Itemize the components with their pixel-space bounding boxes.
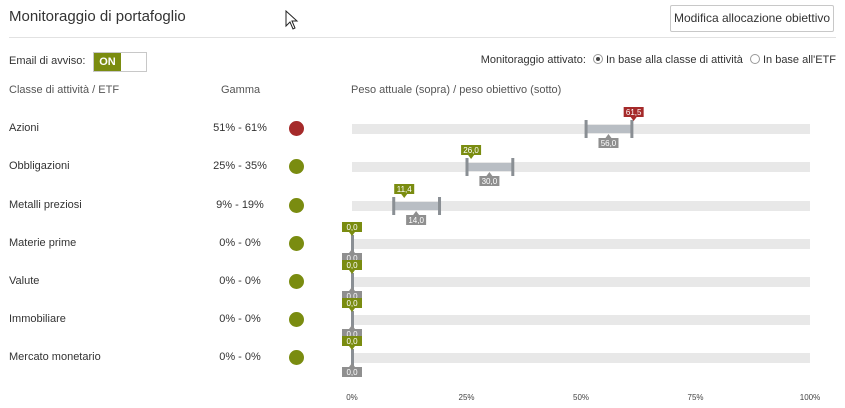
current-weight-pointer (401, 194, 408, 198)
asset-class-range: 0% - 0% (219, 351, 261, 363)
target-weight-box (342, 291, 362, 301)
weight-track (352, 315, 810, 325)
target-weight-pointer (349, 287, 355, 291)
target-weight-box (342, 329, 362, 339)
current-weight-pointer (468, 155, 475, 159)
current-weight-box (394, 184, 415, 194)
asset-class-range: 25% - 35% (213, 160, 267, 172)
toggle-on-label: ON (94, 53, 121, 71)
target-weight-pointer (349, 249, 355, 253)
radio-by-etf[interactable] (749, 54, 760, 64)
asset-class-label: Azioni (9, 122, 39, 134)
current-weight-pointer (349, 270, 355, 274)
current-weight-box (342, 298, 362, 308)
target-weight-pointer (349, 363, 355, 367)
target-weight-label: 0,0 (346, 368, 358, 377)
status-indicator (289, 159, 304, 174)
page-title: Monitoraggio di portafoglio (9, 8, 186, 25)
target-weight-label: 0,0 (346, 254, 358, 263)
asset-class-label: Valute (9, 275, 40, 287)
email-alert-toggle[interactable]: ON (93, 52, 147, 72)
target-weight-label: 0,0 (346, 292, 358, 301)
target-weight-label: 56,0 (601, 139, 617, 148)
asset-class-range: 0% - 0% (219, 275, 261, 287)
weight-track (352, 239, 810, 249)
target-weight-box (406, 215, 427, 225)
status-indicator (289, 198, 304, 213)
current-weight-box (342, 336, 362, 346)
status-indicator (289, 350, 304, 365)
column-header-weight: Peso attuale (sopra) / peso obiettivo (s… (351, 84, 562, 96)
asset-class-label: Immobiliare (9, 313, 66, 325)
target-weight-box (342, 253, 362, 263)
asset-class-label: Materie prime (9, 237, 77, 249)
target-weight-label: 30,0 (482, 177, 498, 186)
target-weight-label: 0,0 (346, 330, 358, 339)
column-header-range: Gamma (221, 84, 261, 96)
header-divider (9, 37, 836, 38)
current-weight-pointer (349, 346, 355, 350)
weight-track (352, 201, 810, 211)
asset-class-label: Mercato monetario (9, 351, 101, 363)
current-weight-label: 0,0 (346, 223, 358, 232)
current-weight-box (342, 260, 362, 270)
email-alert-label: Email di avviso: (9, 55, 86, 67)
asset-class-range: 0% - 0% (219, 313, 261, 325)
target-weight-pointer (413, 211, 420, 215)
status-indicator (289, 312, 304, 327)
radio-by-asset-class-label[interactable]: In base alla classe di attività (605, 54, 743, 66)
x-tick-label: 25% (458, 393, 475, 402)
x-tick-label: 50% (572, 393, 590, 402)
status-indicator (289, 274, 304, 289)
current-weight-label: 11,4 (397, 185, 413, 194)
asset-class-range: 9% - 19% (216, 199, 264, 211)
monitoring-label: Monitoraggio attivato: (480, 54, 586, 66)
target-weight-pointer (605, 134, 612, 138)
current-weight-box (342, 222, 362, 232)
current-weight-label: 61,5 (626, 108, 642, 117)
modify-target-allocation-button[interactable]: Modifica allocazione obiettivo (670, 5, 834, 32)
radio-by-etf-label[interactable]: In base all'ETF (762, 54, 836, 66)
current-weight-label: 0,0 (346, 299, 358, 308)
x-tick-label: 0% (346, 393, 358, 402)
current-weight-label: 0,0 (346, 261, 358, 270)
current-weight-label: 0,0 (346, 337, 358, 346)
current-weight-box (461, 145, 482, 155)
x-tick-label: 75% (687, 393, 704, 402)
status-indicator (289, 236, 304, 251)
monitoring-mode: Monitoraggio attivato: In base alla clas… (481, 54, 836, 66)
current-weight-label: 26,0 (463, 146, 479, 155)
status-indicator (289, 121, 304, 136)
target-weight-box (479, 176, 500, 186)
column-header-class: Classe di attività / ETF (9, 84, 120, 96)
radio-by-asset-class[interactable] (592, 54, 603, 64)
weight-track (352, 277, 810, 287)
asset-class-range: 51% - 61% (213, 122, 267, 134)
asset-class-label: Metalli preziosi (9, 199, 82, 211)
current-weight-pointer (349, 308, 355, 312)
target-weight-label: 14,0 (408, 216, 424, 225)
current-weight-pointer (630, 117, 637, 121)
asset-class-label: Obbligazioni (9, 160, 70, 172)
current-weight-pointer (349, 232, 355, 236)
target-weight-box (342, 367, 362, 377)
x-tick-label: 100% (799, 393, 821, 402)
current-weight-box (623, 107, 644, 117)
target-weight-box (598, 138, 619, 148)
target-weight-pointer (349, 325, 355, 329)
weight-track (352, 124, 810, 134)
weight-track (352, 162, 810, 172)
weight-track (352, 353, 810, 363)
asset-class-range: 0% - 0% (219, 237, 261, 249)
mouse-cursor-icon (285, 10, 299, 30)
target-weight-pointer (486, 172, 493, 176)
